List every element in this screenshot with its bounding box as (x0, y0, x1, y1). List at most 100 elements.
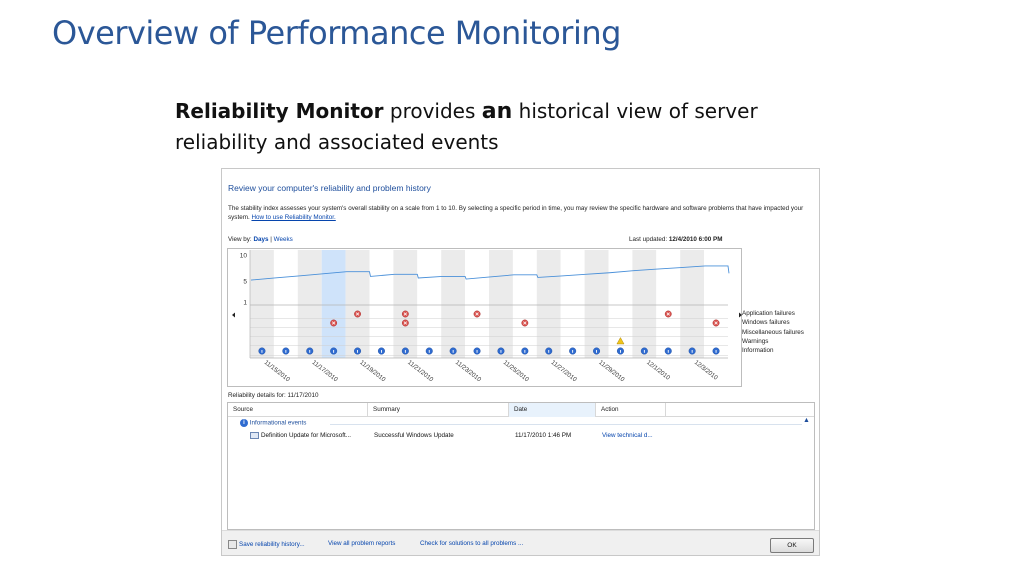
day-column[interactable] (321, 250, 346, 358)
view-by-label: View by: (228, 236, 252, 243)
day-column[interactable] (680, 250, 705, 358)
footer-bar: Save reliability history... View all pro… (222, 530, 819, 555)
day-column[interactable] (560, 250, 585, 358)
error-cross (714, 321, 718, 325)
day-column[interactable] (417, 250, 442, 358)
info-icon: i (240, 419, 248, 427)
last-updated-value: 12/4/2010 6:00 PM (668, 236, 723, 243)
subtitle-bold: Reliability Monitor (175, 99, 384, 123)
y-tick-label: 10 (240, 253, 248, 260)
x-date-label: 11/27/2010 (550, 359, 579, 384)
day-column[interactable] (250, 250, 274, 358)
info-glyph (643, 350, 645, 353)
info-glyph (261, 350, 263, 353)
day-column[interactable] (704, 250, 728, 358)
details-table: Source Summary Date Action i Information… (227, 402, 815, 530)
info-glyph (524, 350, 526, 353)
legend-row: Application failures (742, 310, 795, 317)
day-column[interactable] (465, 250, 489, 358)
day-column[interactable] (441, 250, 466, 358)
chart-legend: Application failures Windows failures Misc… (742, 309, 804, 355)
legend-row: Warnings (742, 337, 769, 345)
view-reports-link[interactable]: View all problem reports (328, 540, 396, 547)
view-days-link[interactable]: Days (253, 236, 269, 243)
legend-row: Miscellaneous failures (742, 328, 804, 336)
day-column[interactable] (512, 250, 537, 358)
day-column[interactable] (584, 250, 609, 358)
day-column[interactable] (632, 250, 657, 358)
x-date-label: 11/15/2010 (263, 359, 292, 384)
x-date-label: 11/19/2010 (358, 359, 387, 384)
info-glyph (500, 350, 502, 353)
x-date-label: 11/17/2010 (311, 359, 340, 384)
info-glyph (572, 350, 574, 353)
save-history-link[interactable]: Save reliability history... (228, 540, 305, 549)
error-cross (475, 312, 479, 316)
description-text: The stability index assesses your system… (228, 205, 804, 221)
details-label: Reliability details for: 11/17/2010 (228, 392, 319, 399)
info-glyph (476, 350, 478, 353)
x-date-label: 11/21/2010 (406, 359, 435, 384)
error-cross (523, 321, 527, 325)
day-column[interactable] (273, 250, 298, 358)
info-glyph (452, 350, 454, 353)
ok-button[interactable]: OK (770, 538, 814, 553)
group-divider (330, 424, 802, 425)
info-glyph (548, 350, 550, 353)
stability-chart-svg: 10 5 1 11/15/2010 11/17/2010 11/19/2010 11/21/… (232, 250, 742, 384)
x-date-label: 12/3/2010 (693, 359, 719, 382)
monitor-description: The stability index assesses your system… (228, 204, 816, 222)
slide-title: Overview of Performance Monitoring (52, 14, 621, 52)
info-glyph (357, 350, 358, 353)
row-date: 11/17/2010 1:46 PM (515, 432, 572, 439)
view-weeks-link[interactable]: Weeks (273, 236, 293, 243)
error-cross (403, 321, 408, 325)
group-informational-events[interactable]: i Informational events (240, 419, 306, 427)
update-icon (250, 432, 259, 439)
column-date[interactable]: Date (509, 403, 596, 417)
column-action[interactable]: Action (596, 403, 666, 417)
day-column[interactable] (536, 250, 561, 358)
column-source[interactable]: Source (228, 403, 368, 417)
x-date-label: 11/29/2010 (597, 359, 626, 384)
subtitle-an: an (481, 99, 513, 124)
stability-line (250, 265, 730, 281)
info-glyph (404, 350, 406, 353)
info-glyph (715, 350, 717, 353)
chevron-up-icon[interactable]: ▲ (803, 417, 810, 424)
info-glyph (381, 350, 382, 353)
legend-row: Windows failures (742, 319, 790, 327)
x-date-label: 11/23/2010 (454, 359, 483, 384)
day-column[interactable] (369, 250, 394, 358)
scroll-left-icon[interactable] (232, 312, 235, 318)
view-by: View by: Days | Weeks (228, 236, 293, 243)
view-separator: | (270, 236, 272, 243)
day-column[interactable] (489, 250, 513, 358)
last-updated: Last updated: 12/4/2010 6:00 PM (629, 236, 722, 243)
monitor-heading: Review your computer's reliability and p… (228, 183, 431, 193)
day-column[interactable] (297, 250, 322, 358)
stability-chart[interactable]: 10 5 1 11/15/2010 11/17/2010 11/19/2010 11/21/… (227, 248, 742, 387)
column-summary[interactable]: Summary (368, 403, 509, 417)
save-history-text: Save reliability history... (239, 541, 305, 549)
info-glyph (285, 350, 287, 353)
day-column[interactable] (656, 250, 681, 358)
warning-icon[interactable] (616, 337, 625, 345)
scroll-right-icon[interactable] (739, 312, 742, 318)
check-solutions-link[interactable]: Check for solutions to all problems ... (420, 540, 524, 547)
day-column[interactable] (393, 250, 418, 358)
error-cross (403, 312, 408, 316)
info-glyph (333, 350, 335, 353)
group-label: Informational events (249, 419, 307, 427)
day-column[interactable] (608, 250, 633, 358)
row-summary: Successful Windows Update (374, 432, 454, 439)
x-date-label: 12/1/2010 (645, 359, 671, 382)
reliability-monitor-window: Review your computer's reliability and p… (221, 168, 820, 556)
info-glyph (691, 350, 693, 353)
how-to-link[interactable]: How to use Reliability Monitor. (251, 214, 336, 221)
info-glyph (428, 350, 430, 353)
day-column[interactable] (345, 250, 370, 358)
row-action-link[interactable]: View technical d... (602, 432, 653, 439)
info-glyph (309, 350, 311, 353)
last-updated-label: Last updated: (629, 236, 668, 243)
